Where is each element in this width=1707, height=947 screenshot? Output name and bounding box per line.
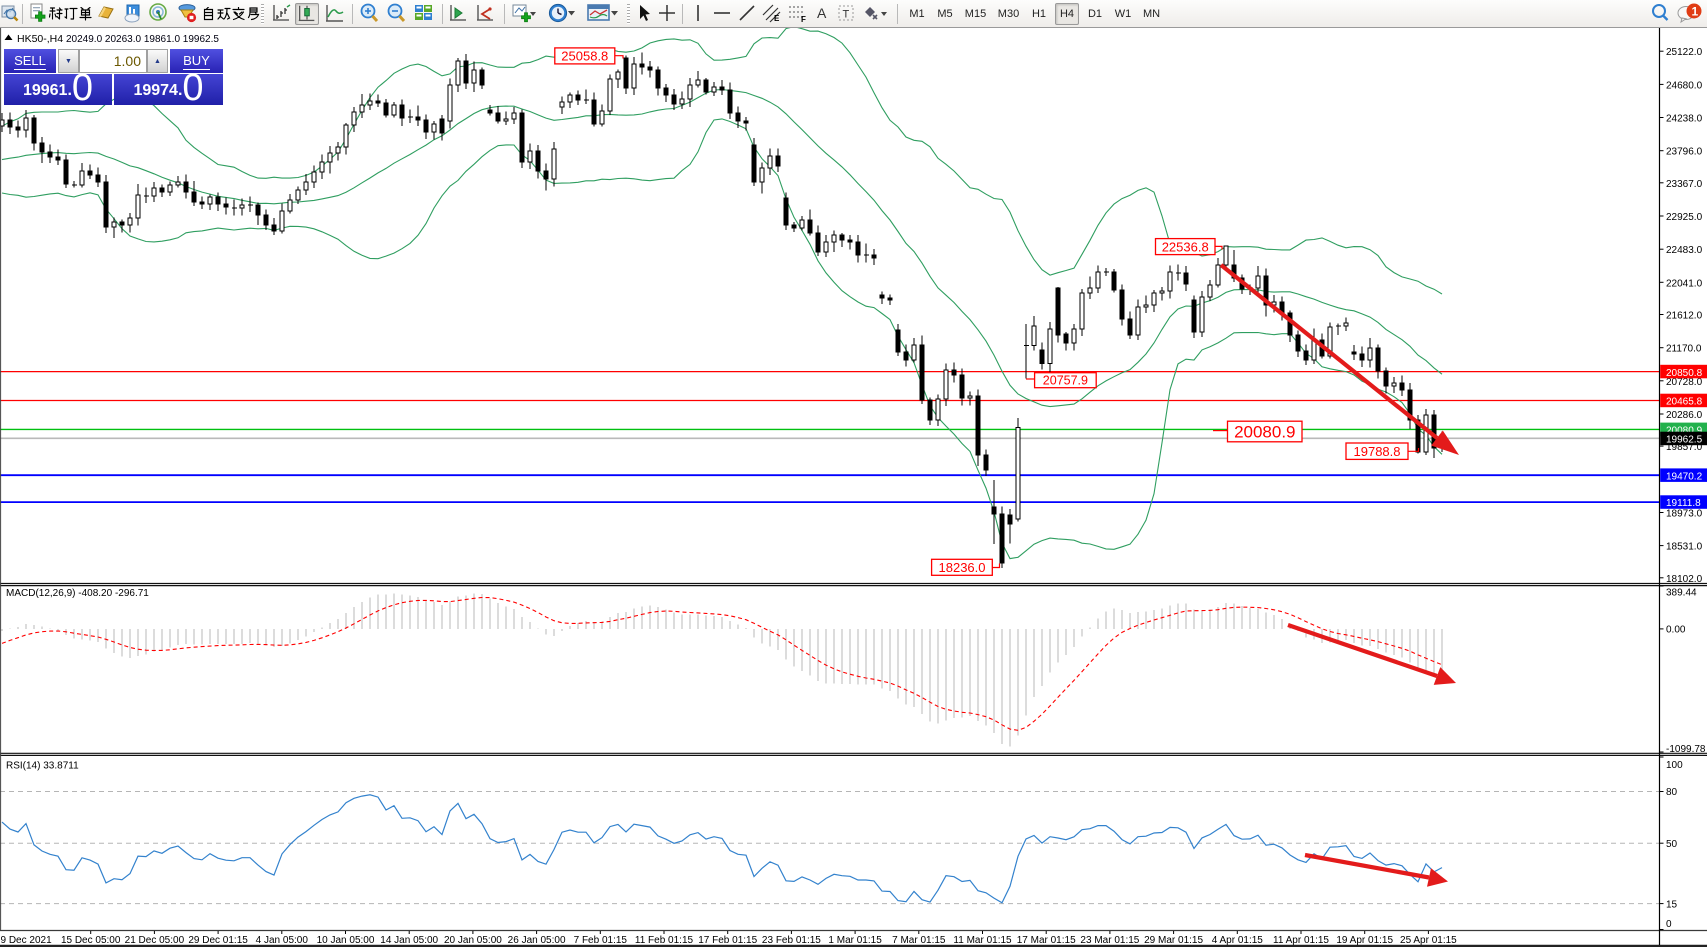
svg-text:18102.0: 18102.0 [1666,574,1703,585]
svg-text:20850.8: 20850.8 [1666,368,1703,379]
svg-text:19788.8: 19788.8 [1354,444,1401,459]
svg-text:20249.0 20263.0 19861.0 19962.: 20249.0 20263.0 19861.0 19962.5 [66,34,219,45]
svg-text:10 Jan 05:00: 10 Jan 05:00 [317,935,375,946]
svg-text:11 Feb 01:15: 11 Feb 01:15 [635,935,694,946]
svg-text:19962.5: 19962.5 [1666,434,1703,445]
svg-text:0.00: 0.00 [1666,625,1686,636]
svg-text:19 Apr 01:15: 19 Apr 01:15 [1336,935,1393,946]
svg-text:11 Mar 01:15: 11 Mar 01:15 [953,935,1012,946]
svg-text:1 Mar 01:15: 1 Mar 01:15 [828,935,882,946]
svg-text:24680.0: 24680.0 [1666,80,1703,91]
svg-text:E: E [774,14,780,23]
svg-text:-1099.78: -1099.78 [1666,744,1706,755]
svg-text:25 Apr 01:15: 25 Apr 01:15 [1400,935,1457,946]
svg-text:A: A [817,5,827,21]
svg-text:50: 50 [1666,839,1678,850]
svg-text:100: 100 [1666,760,1683,771]
svg-text:11 Apr 01:15: 11 Apr 01:15 [1273,935,1329,946]
svg-text:4 Apr 01:15: 4 Apr 01:15 [1212,935,1264,946]
svg-text:14 Jan 05:00: 14 Jan 05:00 [380,935,438,946]
svg-text:1: 1 [1692,5,1699,19]
svg-text:80: 80 [1666,787,1678,798]
svg-text:23367.0: 23367.0 [1666,179,1703,190]
svg-text:19857.0: 19857.0 [1666,442,1703,453]
svg-text:15 Dec 05:00: 15 Dec 05:00 [61,935,121,946]
svg-text:15: 15 [1666,899,1678,910]
svg-text:29 Mar 01:15: 29 Mar 01:15 [1144,935,1203,946]
svg-text:20465.8: 20465.8 [1666,397,1703,408]
svg-text:389.44: 389.44 [1666,588,1697,599]
svg-text:22041.0: 22041.0 [1666,278,1703,289]
svg-text:RSI(14) 33.8711: RSI(14) 33.8711 [6,761,79,772]
svg-text:21170.0: 21170.0 [1666,344,1702,355]
svg-text:23 Feb 01:15: 23 Feb 01:15 [762,935,821,946]
svg-text:18973.0: 18973.0 [1666,509,1703,520]
svg-text:29 Dec 01:15: 29 Dec 01:15 [188,935,248,946]
svg-text:25122.0: 25122.0 [1666,47,1703,58]
svg-text:7 Mar 01:15: 7 Mar 01:15 [892,935,946,946]
svg-text:24238.0: 24238.0 [1666,114,1703,125]
svg-text:19470.2: 19470.2 [1666,471,1703,482]
svg-text:20080.9: 20080.9 [1666,426,1703,437]
svg-text:21612.0: 21612.0 [1666,311,1703,322]
svg-text:17 Feb 01:15: 17 Feb 01:15 [698,935,757,946]
svg-text:17 Mar 01:15: 17 Mar 01:15 [1017,935,1076,946]
svg-text:20286.0: 20286.0 [1666,410,1703,421]
svg-text:20080.9: 20080.9 [1234,423,1295,442]
svg-text:22536.8: 22536.8 [1162,239,1209,254]
svg-text:20757.9: 20757.9 [1043,374,1088,388]
svg-text:T: T [843,9,850,21]
svg-text:18531.0: 18531.0 [1666,542,1703,553]
svg-text:4 Jan 05:00: 4 Jan 05:00 [256,935,309,946]
svg-text:20 Jan 05:00: 20 Jan 05:00 [444,935,502,946]
svg-text:26 Jan 05:00: 26 Jan 05:00 [508,935,566,946]
svg-text:22925.0: 22925.0 [1666,212,1703,223]
svg-text:HK50-,H4: HK50-,H4 [17,33,63,45]
svg-text:20728.0: 20728.0 [1666,377,1703,388]
svg-text:7 Feb 01:15: 7 Feb 01:15 [574,935,628,946]
svg-text:18236.0: 18236.0 [939,560,986,575]
svg-text:25058.8: 25058.8 [561,49,608,64]
svg-text:MACD(12,26,9) -408.20 -296.71: MACD(12,26,9) -408.20 -296.71 [6,588,149,599]
svg-text:21 Dec 05:00: 21 Dec 05:00 [125,935,185,946]
svg-text:23796.0: 23796.0 [1666,147,1703,158]
svg-text:22483.0: 22483.0 [1666,245,1703,256]
svg-text:F: F [801,15,806,24]
svg-text:9 Dec 2021: 9 Dec 2021 [1,935,53,946]
svg-text:0: 0 [1666,919,1672,930]
svg-text:19111.8: 19111.8 [1666,498,1701,509]
svg-text:23 Mar 01:15: 23 Mar 01:15 [1080,935,1139,946]
